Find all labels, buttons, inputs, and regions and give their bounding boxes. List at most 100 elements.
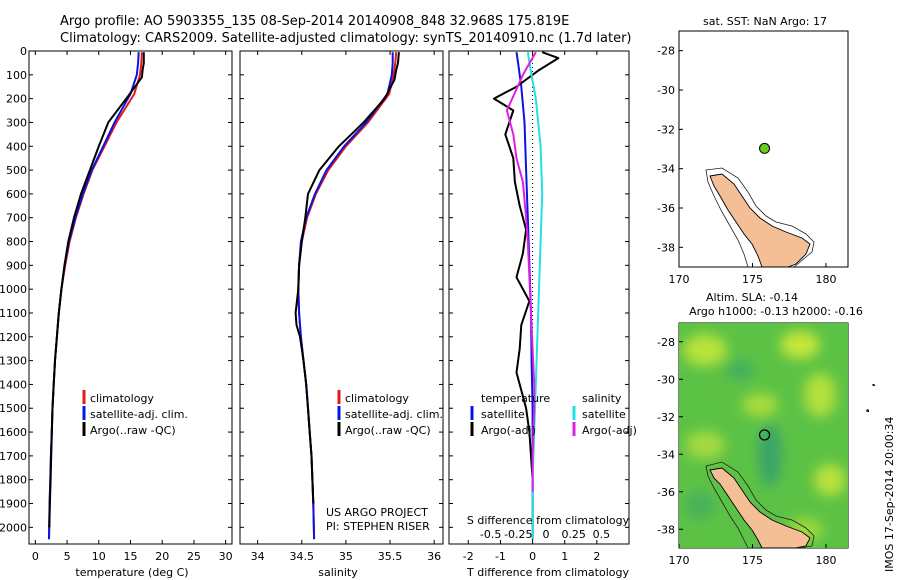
argo-float-marker (758, 429, 771, 441)
map-y-tick-label: -28 (657, 45, 675, 58)
depth-tick-label: 1300 (0, 355, 27, 368)
sla-high-blob (814, 464, 846, 496)
x-tick-label: 0 (529, 550, 536, 563)
s-difference-axis-ticks: -0.5 -0.25 0 0.25 0.5 (480, 528, 610, 541)
legend-label-satellite: satellite-adj. clim. (90, 408, 188, 421)
map-x-tick-label: 175 (742, 273, 763, 286)
legend-label-temperature-argo: Argo(-adj) (481, 424, 536, 437)
difference-depth-ticks (449, 50, 629, 528)
legend-label-satellite: satellite-adj. clim. (345, 408, 443, 421)
map-x-tick-label: 170 (669, 273, 690, 286)
map-y-tick-label: -32 (657, 411, 675, 424)
depth-tick-label: 1500 (0, 402, 27, 415)
sla-land-mask (848, 323, 852, 548)
salinity-panel: 34 34.5 35 35.5 36 climatology satellite-adj… (239, 50, 444, 579)
depth-tick-label: 800 (6, 236, 27, 249)
sla-map-panel: Altim. SLA: -0.14 Argo h1000: -0.13 h200… (657, 291, 876, 567)
difference-panel: -2 -1 0 1 2 temperature satellite Argo(-adj)… (448, 50, 637, 579)
legend-label-temperature-satellite: satellite (481, 408, 525, 421)
sla-high-blob (742, 393, 778, 417)
legend-label-salinity-argo: Argo(-adj) (582, 424, 637, 437)
depth-tick-label: 100 (6, 69, 27, 82)
legend-label-salinity-satellite: satellite (582, 408, 626, 421)
s-tick-label: -0.25 (504, 528, 532, 541)
depth-tick-label: 1600 (0, 426, 27, 439)
temperature-axis-ticks: 0 5 10 15 20 25 30 (32, 51, 233, 563)
difference-axis-ticks: -2 -1 0 1 2 (463, 51, 600, 563)
temperature-legend: climatology satellite-adj. clim. Argo(..… (82, 390, 188, 437)
temperature-axis-label: temperature (deg C) (75, 566, 188, 579)
x-tick-label: 0 (32, 550, 39, 563)
depth-tick-label: 200 (6, 93, 27, 106)
sla-high-blob (685, 431, 725, 459)
depth-tick-label: 700 (6, 212, 27, 225)
sst-map-ticks: 170 175 180 -28 -30 -32 -34 -36 -38 (657, 45, 836, 286)
x-tick-label: 1 (561, 550, 568, 563)
project-annotation-line-1: US ARGO PROJECT (326, 506, 428, 519)
new-zealand-north-island (709, 173, 811, 267)
map-x-tick-label: 180 (815, 273, 836, 286)
x-tick-label: 35.5 (378, 550, 403, 563)
salinity-series (294, 52, 400, 540)
map-y-tick-label: -28 (657, 336, 675, 349)
sla-map-title-2: Argo h1000: -0.13 h2000: -0.16 (689, 305, 863, 318)
x-tick-label: 5 (64, 550, 71, 563)
salinity-plot-frame (239, 50, 444, 545)
depth-tick-label: 1700 (0, 450, 27, 463)
depth-tick-label: 1900 (0, 498, 27, 511)
x-tick-label: 35 (339, 550, 353, 563)
project-annotation-line-2: PI: STEPHEN RISER (326, 520, 430, 533)
x-tick-label: -1 (495, 550, 506, 563)
s-tick-label: 0.5 (593, 528, 611, 541)
depth-tick-label: 1800 (0, 474, 27, 487)
argo-float-marker (759, 142, 771, 154)
map-x-tick-label: 175 (742, 554, 763, 567)
offshore-islands (866, 95, 875, 119)
shelf-contour-outer (705, 167, 815, 267)
map-y-tick-label: -32 (657, 123, 675, 136)
depth-tick-label: 2000 (0, 521, 27, 534)
difference-legend: temperature satellite Argo(-adj) salinit… (470, 392, 637, 437)
map-y-tick-label: -34 (657, 163, 675, 176)
new-zealand-north-island (709, 467, 811, 548)
salinity-depth-ticks (240, 50, 443, 528)
sla-low-blob (726, 360, 754, 380)
map-y-tick-label: -36 (657, 202, 675, 215)
sla-high-blob (683, 334, 727, 366)
sla-low-blob (684, 491, 716, 519)
map-y-tick-label: -36 (657, 486, 675, 499)
s-tick-label: 0 (543, 528, 550, 541)
salinity-legend: climatology satellite-adj. clim. Argo(..… (337, 390, 443, 437)
header-line-1: Argo profile: AO 5903355_135 08-Sep-2014… (60, 14, 569, 29)
series-line-salinity-argo-adj- (505, 51, 537, 492)
side-caption: IMOS 17-Sep-2014 20:00:34 (883, 417, 896, 572)
salinity-axis-ticks: 34 34.5 35 35.5 36 (251, 51, 441, 563)
sst-map-geography (705, 95, 875, 267)
map-y-tick-label: -38 (657, 241, 675, 254)
x-tick-label: 34.5 (290, 550, 315, 563)
series-line-temperature-argo-adj- (493, 51, 560, 540)
x-tick-label: 2 (593, 550, 600, 563)
header-line-2: Climatology: CARS2009. Satellite-adjuste… (60, 31, 632, 46)
depth-tick-label: 1000 (0, 283, 27, 296)
depth-tick-label: 0 (20, 45, 27, 58)
legend-title-temperature: temperature (481, 392, 550, 405)
difference-series (493, 51, 560, 540)
depth-tick-label: 600 (6, 188, 27, 201)
depth-tick-label: 400 (6, 140, 27, 153)
legend-label-argo: Argo(..raw -QC) (345, 424, 431, 437)
depth-tick-label: 300 (6, 116, 27, 129)
legend-label-climatology: climatology (90, 392, 154, 405)
sst-map-title: sat. SST: NaN Argo: 17 (703, 15, 827, 28)
depth-tick-label: 500 (6, 164, 27, 177)
map-y-tick-label: -30 (657, 373, 675, 386)
map-y-tick-label: -34 (657, 448, 675, 461)
series-line-argo-raw-qc- (294, 52, 400, 504)
depth-tick-label: 1400 (0, 378, 27, 391)
legend-label-climatology: climatology (345, 392, 409, 405)
x-tick-label: 36 (427, 550, 441, 563)
sla-map-ticks: 170 175 180 -28 -30 -32 -34 -36 -38 (657, 336, 836, 567)
salinity-axis-label: salinity (318, 566, 358, 579)
sla-field (679, 323, 852, 548)
sla-high-blob (804, 373, 836, 417)
